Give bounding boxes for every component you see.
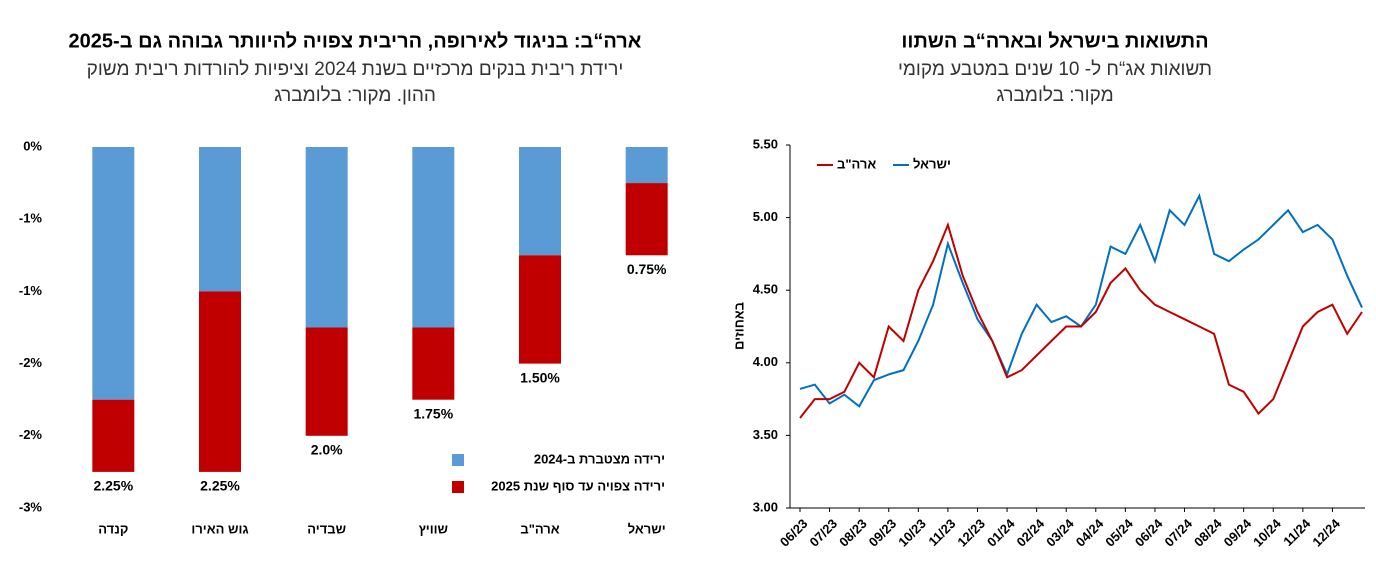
series-line (799, 192, 1363, 408)
y-tick-label: 3.00 (753, 499, 778, 514)
total-label: 2.25% (93, 478, 133, 494)
x-tick-label: 11/24 (1280, 515, 1314, 549)
bar-segment (412, 147, 455, 328)
x-tick-label: 07/23 (807, 516, 841, 550)
total-label: 2.0% (311, 442, 343, 458)
legend-swatch (452, 454, 464, 466)
legend-swatch (452, 481, 464, 493)
bar-segment (519, 255, 561, 364)
x-tick-label: 08/23 (836, 516, 870, 550)
x-tick-label: 06/23 (777, 516, 811, 550)
bar-segment (199, 291, 241, 472)
x-tick-label: שוויץ (419, 521, 448, 536)
legend-label: ירידה מצטברת ב-2024 (534, 451, 665, 466)
chart-subtitle: ההון. מקור: בלומברג (274, 85, 436, 106)
x-tick-label: 10/24 (1250, 515, 1284, 549)
legend-label: ירידה צפויה עד סוף שנת 2025 (491, 478, 665, 493)
x-tick-label: 04/24 (1073, 515, 1107, 549)
y-tick-label: -1% (19, 211, 43, 226)
x-tick-label: ישראל (628, 521, 666, 536)
y-axis-label: באחוזים (731, 302, 746, 350)
x-tick-label: 12/24 (1309, 515, 1343, 549)
chart-subtitle: תשואות אג“ח ל- 10 שנים במטבע מקומי (898, 59, 1212, 80)
x-tick-label: 06/24 (1132, 515, 1166, 549)
x-tick-label: שבדיה (307, 521, 346, 536)
bar-segment (625, 183, 668, 256)
x-tick-label: 09/24 (1221, 515, 1255, 549)
total-label: 2.25% (200, 478, 240, 494)
x-tick-label: 03/24 (1043, 515, 1077, 549)
total-label: 1.75% (413, 405, 453, 421)
legend-label: ישראל (913, 156, 951, 171)
y-tick-label: 4.50 (753, 282, 778, 297)
x-tick-label: 01/24 (984, 515, 1018, 549)
x-tick-label: 08/24 (1191, 515, 1225, 549)
y-tick-label: 3.50 (753, 427, 778, 442)
y-tick-label: -1% (19, 283, 43, 298)
x-tick-label: 11/23 (925, 516, 958, 549)
y-tick-label: 5.00 (753, 209, 778, 224)
chart-subtitle: ירידת ריבית בנקים מרכזיים בשנת 2024 וציפ… (87, 59, 624, 80)
bar-segment (199, 147, 241, 292)
bar-segment (519, 147, 561, 256)
x-tick-label: 02/24 (1014, 515, 1048, 549)
series-line (799, 221, 1363, 419)
x-tick-label: 05/24 (1102, 515, 1136, 549)
chart-subtitle: מקור: בלומברג (996, 85, 1113, 106)
y-tick-label: 4.00 (753, 354, 778, 369)
legend-label: ארה"ב (837, 156, 876, 171)
total-label: 1.50% (520, 369, 560, 385)
chart-title: ארה“ב: בניגוד לאירופה, הריבית צפויה להיו… (69, 30, 642, 52)
bar-segment (305, 147, 348, 328)
x-tick-label: גוש האירו (191, 521, 248, 536)
x-tick-label: קנדה (98, 521, 128, 536)
bar-segment (412, 327, 455, 400)
y-tick-label: -2% (19, 427, 43, 442)
bar-segment (92, 399, 135, 472)
bar-segment (92, 147, 135, 400)
x-tick-label: 12/23 (954, 516, 988, 550)
x-tick-label: 07/24 (1161, 515, 1195, 549)
x-tick-label: 09/23 (866, 516, 900, 550)
y-tick-label: 5.50 (753, 136, 778, 151)
chart-title: התשואות בישראל ובארה“ב השתוו (901, 30, 1208, 52)
y-tick-label: 0% (23, 138, 42, 153)
x-tick-label: 10/23 (895, 516, 929, 550)
y-tick-label: -3% (19, 499, 43, 514)
total-label: 0.75% (627, 261, 667, 277)
x-tick-label: ארה"ב (520, 521, 559, 536)
y-tick-label: -2% (19, 355, 43, 370)
bar-segment (625, 147, 668, 184)
bar-segment (305, 327, 348, 436)
